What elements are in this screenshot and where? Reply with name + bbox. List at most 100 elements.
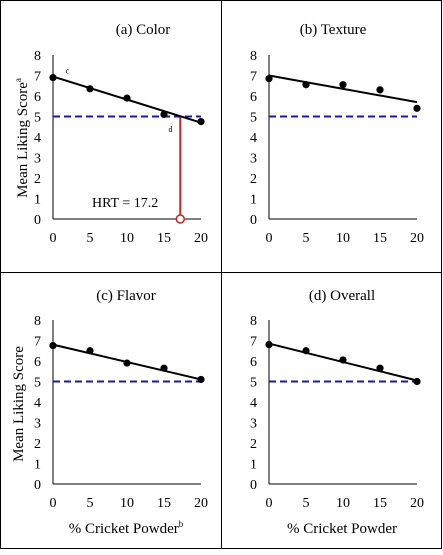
y-axis-label-superscript: a (13, 78, 23, 82)
y-tick-label: 4 (250, 131, 257, 146)
data-point (339, 356, 347, 364)
y-tick-label: 5 (250, 111, 257, 126)
x-axis-label-text: % Cricket Powder (69, 521, 179, 537)
data-point (86, 85, 94, 93)
data-point (302, 81, 310, 89)
x-tick-label: 10 (336, 496, 350, 511)
x-tick-label: 20 (410, 496, 424, 511)
y-tick-label: 0 (250, 213, 257, 228)
x-tick-label: 10 (336, 231, 350, 246)
y-tick-label: 1 (34, 458, 41, 473)
data-point (49, 73, 57, 82)
panel-overall: (d) Overall % Cricket Powder 0 1 2 3 4 5 6 7 8 0 5… (250, 288, 424, 537)
x-tick-label: 10 (120, 496, 134, 511)
y-tick-label: 8 (34, 314, 41, 329)
y-tick-label: 6 (250, 355, 257, 370)
data-point (197, 375, 205, 384)
panel-color: (a) Color Mean Liking Scorea 0 1 2 3 4 5 6 7 8 0 5… (13, 22, 208, 246)
y-tick-label: 1 (250, 193, 257, 208)
chart-title: (b) Texture (300, 22, 367, 38)
panel-texture: (b) Texture 0 1 2 3 4 5 6 7 8 0 5 10 15 20 (250, 22, 424, 246)
data-point (376, 364, 384, 372)
y-tick-label: 3 (34, 152, 41, 167)
y-tick-label: 3 (250, 152, 257, 167)
y-tick-label: 4 (250, 396, 257, 411)
y-tick-label: 0 (250, 478, 257, 493)
data-point (302, 347, 310, 355)
y-tick-label: 5 (250, 376, 257, 391)
y-axis-label: Mean Liking Scorea (13, 78, 31, 198)
x-tick-label: 0 (266, 231, 273, 246)
plot-area: 0 1 2 3 4 5 6 7 8 0 5 10 15 20 (250, 49, 424, 246)
data-point (160, 364, 168, 372)
x-tick-label: 20 (194, 231, 208, 246)
data-point (376, 86, 384, 94)
y-tick-label: 0 (34, 478, 41, 493)
chart-title: (c) Flavor (96, 288, 156, 304)
data-point (123, 359, 131, 367)
y-tick-label: 6 (34, 90, 41, 105)
x-tick-label: 20 (410, 231, 424, 246)
y-tick-label: 7 (250, 70, 257, 85)
hrt-marker (175, 214, 186, 224)
y-tick-label: 8 (250, 314, 257, 329)
y-tick-label: 6 (34, 355, 41, 370)
y-tick-label: 8 (34, 49, 41, 64)
hrt-label: HRT = 17.2 (92, 196, 158, 211)
y-tick-label: 2 (250, 437, 257, 452)
x-axis-label-superscript: b (179, 519, 184, 529)
data-point (86, 347, 94, 355)
y-tick-label: 2 (250, 172, 257, 187)
data-point (160, 110, 168, 119)
data-point (49, 342, 57, 350)
plot-area: 0 1 2 3 4 5 6 7 8 0 5 10 15 20 HRT = 17.2 c d (34, 49, 208, 246)
x-tick-label: 5 (303, 231, 310, 246)
x-tick-label: 0 (266, 496, 273, 511)
y-tick-label: 4 (34, 131, 41, 146)
x-tick-label: 5 (87, 231, 94, 246)
y-axis-label: Mean Liking Score (11, 346, 27, 462)
annotation-label: d (168, 125, 172, 134)
data-point (265, 341, 273, 349)
x-tick-label: 0 (50, 496, 57, 511)
x-tick-label: 15 (373, 496, 387, 511)
x-tick-label: 5 (87, 496, 94, 511)
panel-flavor: (c) Flavor Mean Liking Score % Cricket P… (11, 288, 208, 537)
data-point (197, 118, 205, 126)
x-tick-label: 15 (373, 231, 387, 246)
x-tick-label: 15 (157, 496, 171, 511)
y-tick-label: 4 (34, 396, 41, 411)
y-tick-label: 6 (250, 90, 257, 105)
y-tick-label: 3 (34, 417, 41, 432)
y-tick-label: 7 (250, 335, 257, 350)
x-axis-label: % Cricket Powderb (69, 519, 184, 537)
data-point (413, 104, 421, 112)
y-tick-label: 1 (34, 193, 41, 208)
y-tick-label: 7 (34, 70, 41, 85)
x-tick-label: 15 (157, 231, 171, 246)
data-point (123, 94, 131, 102)
trendline (268, 74, 418, 104)
panel-border-d (221, 272, 442, 549)
data-point (265, 74, 273, 83)
y-tick-label: 5 (34, 111, 41, 126)
y-tick-label: 2 (34, 172, 41, 187)
x-tick-label: 0 (50, 231, 57, 246)
x-tick-label: 20 (194, 496, 208, 511)
x-tick-label: 10 (120, 231, 134, 246)
y-tick-label: 3 (250, 417, 257, 432)
y-axis-label-text: Mean Liking Score (15, 82, 31, 198)
x-tick-label: 5 (303, 496, 310, 511)
y-tick-label: 8 (250, 49, 257, 64)
y-tick-label: 2 (34, 437, 41, 452)
annotation-label: c (66, 66, 70, 75)
plot-area: 0 1 2 3 4 5 6 7 8 0 5 10 15 20 (34, 314, 208, 511)
y-tick-label: 7 (34, 335, 41, 350)
x-axis-label: % Cricket Powder (287, 521, 397, 537)
y-tick-label: 0 (34, 213, 41, 228)
chart-title: (d) Overall (309, 288, 375, 304)
plot-area: 0 1 2 3 4 5 6 7 8 0 5 10 15 20 (250, 314, 424, 511)
chart-title: (a) Color (116, 22, 171, 38)
